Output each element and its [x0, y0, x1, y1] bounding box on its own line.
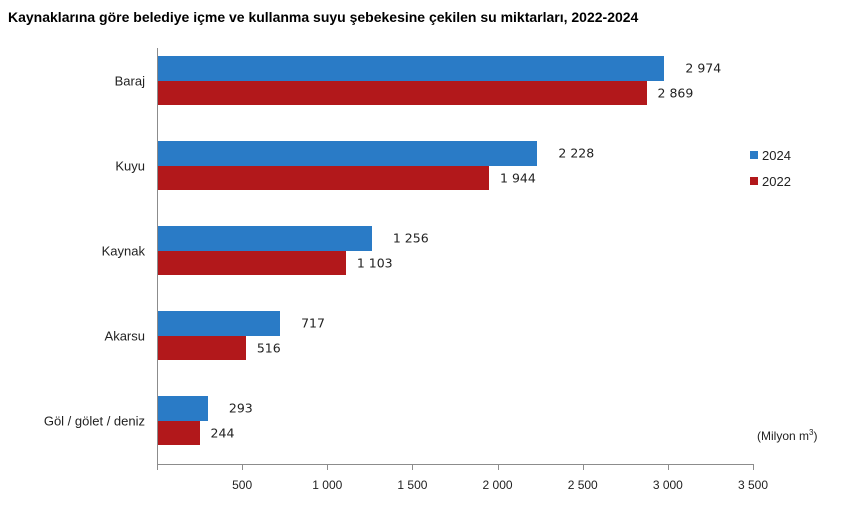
legend-swatch	[750, 151, 758, 159]
bar-2022	[158, 165, 490, 190]
category-label: Göl / gölet / deniz	[43, 413, 145, 428]
bar-2022	[158, 420, 200, 445]
legend-swatch	[750, 177, 758, 185]
data-label: 516	[256, 340, 281, 356]
bar-2022	[158, 80, 647, 105]
legend-item-2022: 2022	[750, 168, 791, 194]
x-tick	[753, 464, 754, 470]
bar-2024	[158, 56, 665, 81]
unit-label: (Milyon m3)	[757, 428, 818, 443]
bar-2024	[158, 311, 281, 336]
data-label: 1 256	[392, 230, 429, 246]
legend-item-2024: 2024	[750, 142, 791, 168]
x-tick-label: 500	[232, 478, 253, 492]
data-label: 2 869	[657, 85, 694, 101]
x-tick-label: 1 000	[312, 478, 343, 492]
x-tick	[582, 464, 584, 470]
data-label: 2 974	[685, 60, 722, 76]
data-label: 2 228	[558, 145, 595, 161]
data-label: 244	[210, 425, 235, 441]
x-tick-label: 2 500	[567, 478, 598, 492]
chart-title: Kaynaklarına göre belediye içme ve kulla…	[8, 9, 639, 25]
x-tick	[497, 464, 499, 470]
data-label: 717	[301, 315, 325, 331]
bar-2022	[158, 250, 346, 275]
x-tick	[157, 464, 158, 470]
bar-2022	[158, 335, 246, 360]
bar-2024	[158, 396, 208, 421]
data-label: 1 103	[356, 255, 393, 271]
x-axis-line	[157, 464, 754, 465]
x-tick-label: 3 000	[652, 478, 683, 492]
x-tick-label: 2 000	[482, 478, 513, 492]
x-tick	[667, 464, 669, 470]
category-label: Baraj	[114, 73, 145, 88]
bar-2024	[158, 141, 538, 166]
x-tick	[412, 464, 414, 470]
legend-label: 2024	[762, 147, 791, 163]
data-label: 293	[228, 400, 253, 416]
legend-label: 2022	[762, 173, 791, 189]
x-tick	[327, 464, 329, 470]
x-tick	[242, 464, 244, 470]
bar-2024	[158, 226, 372, 251]
x-tick-label: 3 500	[737, 478, 769, 492]
category-label: Akarsu	[104, 328, 145, 343]
legend: 2024 2022	[750, 142, 791, 194]
data-label: 1 944	[500, 170, 536, 186]
category-label: Kuyu	[115, 158, 145, 173]
x-tick-label: 1 500	[397, 478, 428, 492]
y-axis-line	[157, 48, 158, 464]
category-label: Kaynak	[101, 243, 145, 258]
